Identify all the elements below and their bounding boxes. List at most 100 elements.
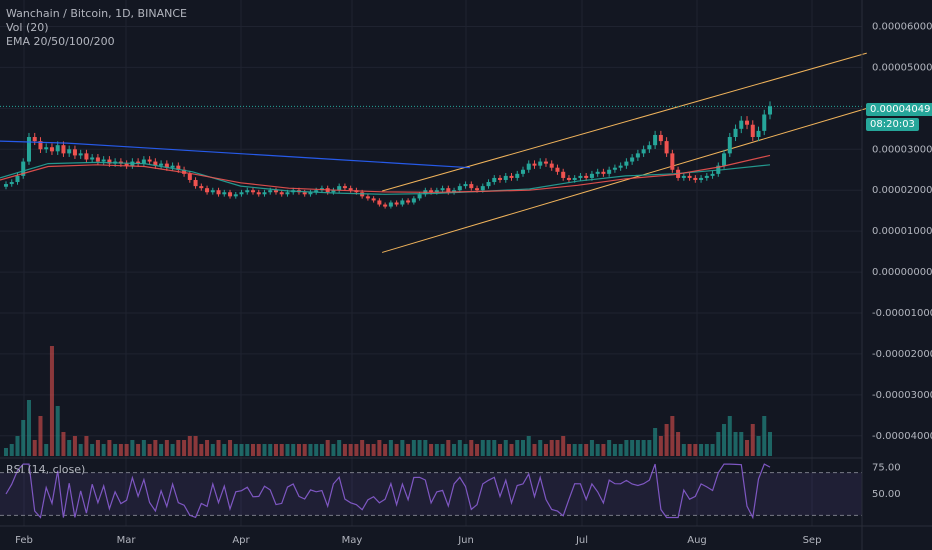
candle-body [538, 161, 543, 166]
volume-bar [716, 432, 721, 456]
candle-body [262, 192, 267, 195]
volume-bar [658, 436, 663, 456]
candle-body [170, 165, 175, 168]
volume-bar [164, 440, 169, 456]
ema-line [0, 140, 471, 169]
volume-bar [38, 416, 43, 456]
candle-body [394, 202, 399, 205]
candle-body [733, 128, 738, 138]
volume-bar [492, 440, 497, 456]
countdown-badge: 08:20:03 [866, 118, 919, 131]
candle-body [722, 153, 727, 166]
price-tick-label: 0.00003000 [872, 144, 932, 155]
candle-body [331, 190, 336, 193]
volume-bar [15, 436, 20, 456]
indicator-volume[interactable]: Vol (20) [6, 21, 49, 34]
price-tick-label: -0.00003000 [872, 390, 932, 401]
candle-body [124, 163, 129, 166]
volume-bar [383, 444, 388, 456]
symbol-title: Wanchain / Bitcoin, 1D, BINANCE [6, 7, 187, 20]
candle-body [78, 153, 83, 156]
candle-body [584, 175, 589, 178]
candle-body [337, 186, 342, 191]
rsi-band [0, 472, 862, 516]
volume-bar [566, 444, 571, 456]
candle-body [595, 171, 600, 174]
volume-bar [337, 440, 342, 456]
volume-bar [722, 424, 727, 456]
candle-body [159, 163, 164, 166]
candle-body [710, 173, 715, 176]
candle-body [182, 169, 187, 174]
time-tick-label: Feb [15, 535, 33, 546]
candle-body [256, 192, 261, 195]
candle-body [509, 175, 514, 178]
volume-bar [222, 444, 227, 456]
volume-bar [457, 440, 462, 456]
volume-bar [624, 440, 629, 456]
candle-body [205, 188, 210, 193]
volume-bar [429, 444, 434, 456]
indicator-ema[interactable]: EMA 20/50/100/200 [6, 35, 115, 48]
candle-body [440, 188, 445, 191]
channel-line[interactable] [381, 107, 867, 253]
candle-body [285, 192, 290, 195]
candle-body [417, 194, 422, 199]
candle-body [302, 192, 307, 195]
volume-bar [434, 444, 439, 456]
channel-line[interactable] [381, 52, 867, 192]
candle-body [492, 177, 497, 183]
rsi-label[interactable]: RSI (14, close) [6, 463, 86, 476]
candle-body [767, 106, 773, 115]
candle-body [618, 165, 623, 168]
volume-bar [26, 400, 31, 456]
candle-body [745, 120, 750, 125]
candle-body [670, 153, 675, 170]
candle-body [578, 175, 583, 178]
candle-body [452, 190, 457, 193]
candle-body [32, 137, 37, 142]
volume-bar [101, 444, 106, 456]
volume-bar [555, 440, 560, 456]
volume-bar [107, 440, 112, 456]
candle-body [228, 192, 233, 197]
candle-body [699, 177, 704, 180]
volume-bar [561, 436, 566, 456]
candle-body [279, 192, 284, 195]
ema-lines [0, 140, 771, 195]
volume-bar [756, 436, 761, 456]
price-tick-label: 0.00001000 [872, 226, 932, 237]
volume-bar [90, 444, 95, 456]
volume-bar [681, 444, 686, 456]
candle-body [739, 120, 744, 129]
candle-body [90, 157, 95, 160]
candle-body [383, 204, 388, 207]
volume-bar [676, 432, 681, 456]
volume-bar [199, 444, 204, 456]
candle-body [549, 163, 554, 168]
time-axis[interactable]: Feb Mar Apr May Jun Jul Aug Sep [0, 525, 932, 546]
candle-body [245, 190, 250, 193]
volume-bar [411, 440, 416, 456]
candle-body [147, 159, 152, 162]
volume-bar [256, 444, 261, 456]
candle-body [15, 175, 20, 183]
volume-bar [210, 444, 215, 456]
volume-bar [3, 448, 9, 456]
volume-bar [727, 416, 732, 456]
volume-bar [664, 424, 669, 456]
volume-bar [44, 444, 49, 456]
time-tick-label: May [342, 535, 363, 546]
volume-bar [49, 346, 54, 456]
volume-bar [538, 440, 543, 456]
volume-bar [532, 444, 537, 456]
candle-body [55, 145, 60, 152]
candle-body [630, 157, 635, 162]
volume-bars [3, 346, 773, 456]
candle-body [216, 190, 221, 195]
volume-bar [423, 440, 428, 456]
volume-bar [365, 444, 370, 456]
channel-lines[interactable] [0, 52, 867, 253]
volume-bar [291, 444, 296, 456]
